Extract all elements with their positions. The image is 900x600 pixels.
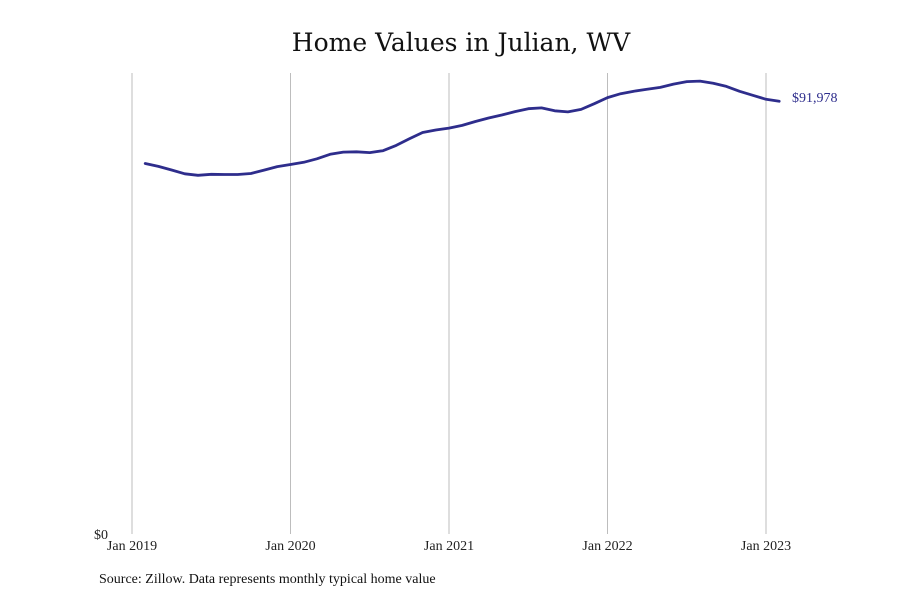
grid-lines <box>131 73 767 534</box>
x-tick-label: Jan 2023 <box>741 539 791 554</box>
x-tick-labels: Jan 2019 Jan 2020 Jan 2021 Jan 2022 Jan 2023 <box>107 539 791 554</box>
x-tick-label: Jan 2020 <box>265 539 315 554</box>
x-tick-label: Jan 2021 <box>424 539 474 554</box>
end-value-label: $91,978 <box>792 91 838 106</box>
x-tick-label: Jan 2022 <box>582 539 632 554</box>
y-tick-label-zero: $0 <box>94 528 108 543</box>
home-value-line <box>143 79 781 177</box>
chart-title: Home Values in Julian, WV <box>292 28 631 57</box>
x-tick-label: Jan 2019 <box>107 539 157 554</box>
source-note: Source: Zillow. Data represents monthly … <box>99 572 436 587</box>
